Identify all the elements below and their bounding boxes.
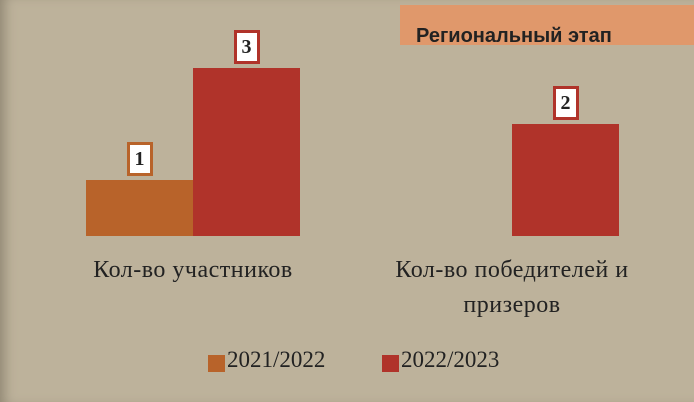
legend-label: 2022/2023 — [401, 347, 500, 372]
data-label: 3 — [233, 30, 260, 64]
legend-swatch — [208, 355, 225, 372]
category-label: Кол-во участников — [93, 257, 293, 283]
data-label: 2 — [552, 86, 579, 120]
bar — [193, 68, 300, 236]
category-label: Кол-во победителей и призеров — [395, 257, 629, 318]
legend-swatch — [382, 355, 399, 372]
data-label: 1 — [126, 142, 153, 176]
title-box — [400, 5, 694, 45]
chart-title: Региональный этап — [416, 25, 612, 47]
bar — [512, 124, 619, 236]
bar — [86, 180, 193, 236]
legend-label: 2021/2022 — [227, 347, 326, 372]
